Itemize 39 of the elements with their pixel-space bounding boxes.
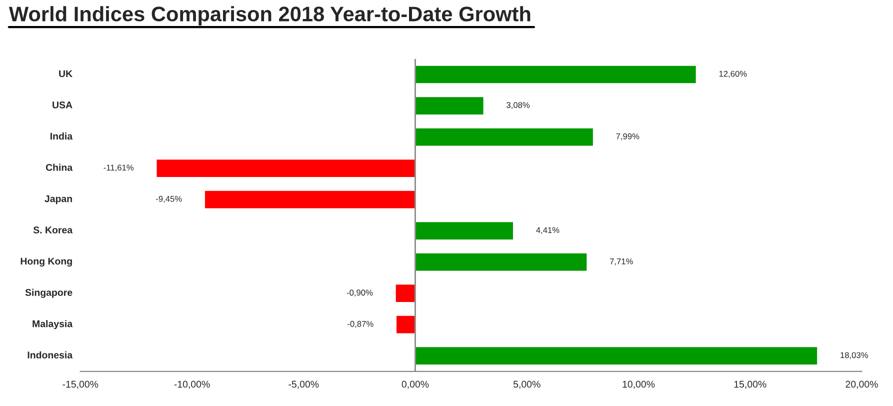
y-tick-label: UK: [59, 70, 72, 78]
y-tick-label: Indonesia: [28, 351, 73, 358]
data-label: -0,87%: [348, 320, 374, 328]
data-label: 4,41%: [536, 227, 560, 234]
data-label: 18,03%: [840, 352, 868, 360]
x-tick-label: 15,00%: [734, 380, 766, 389]
x-tick-label: -15,00%: [62, 380, 98, 389]
y-tick-label: India: [50, 132, 73, 140]
x-tick-label: 10,00%: [622, 380, 655, 389]
bar: [414, 220, 514, 241]
bar: [414, 64, 698, 85]
x-tick-label: -5,00%: [288, 380, 319, 389]
bar: [394, 283, 416, 304]
y-tick-label: Hong Kong: [20, 258, 72, 267]
x-tick-label: 0,00%: [402, 380, 429, 389]
data-label: -11,61%: [104, 164, 134, 172]
bar: [155, 158, 416, 178]
x-tick-label: 5,00%: [513, 380, 540, 389]
bar: [395, 314, 416, 335]
y-tick-label: Japan: [44, 195, 72, 204]
x-tick-label: 20,00%: [846, 380, 878, 389]
bar: [414, 96, 485, 116]
data-label: 7,99%: [616, 133, 640, 140]
y-tick-label: USA: [52, 101, 72, 108]
x-tick-label: -10,00%: [174, 380, 210, 389]
bar: [414, 252, 588, 272]
data-label: 12,60%: [719, 70, 747, 78]
data-label: -0,90%: [346, 290, 373, 297]
bar: [414, 126, 594, 148]
bar: [414, 346, 818, 366]
data-label: 7,71%: [610, 258, 633, 266]
bar: [204, 189, 416, 210]
data-label: -9,45%: [156, 196, 182, 203]
y-tick-label: China: [46, 164, 73, 171]
y-tick-label: S. Korea: [33, 226, 73, 234]
y-tick-label: Malaysia: [32, 320, 73, 330]
y-tick-label: Singapore: [25, 288, 72, 298]
chart-title: World Indices Comparison 2018 Year-to-Date Growth: [8, 6, 530, 26]
data-label: 3,08%: [506, 102, 530, 109]
